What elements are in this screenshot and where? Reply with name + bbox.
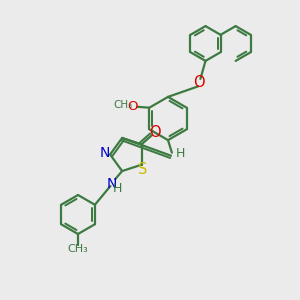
Text: N: N [100,146,110,160]
Text: O: O [128,100,138,113]
Text: CH₃: CH₃ [113,100,133,110]
Text: H: H [175,147,185,160]
Text: O: O [149,125,160,140]
Text: CH₃: CH₃ [68,244,88,254]
Text: H: H [112,182,122,195]
Text: O: O [193,75,205,90]
Text: S: S [138,162,148,177]
Text: N: N [106,177,117,190]
